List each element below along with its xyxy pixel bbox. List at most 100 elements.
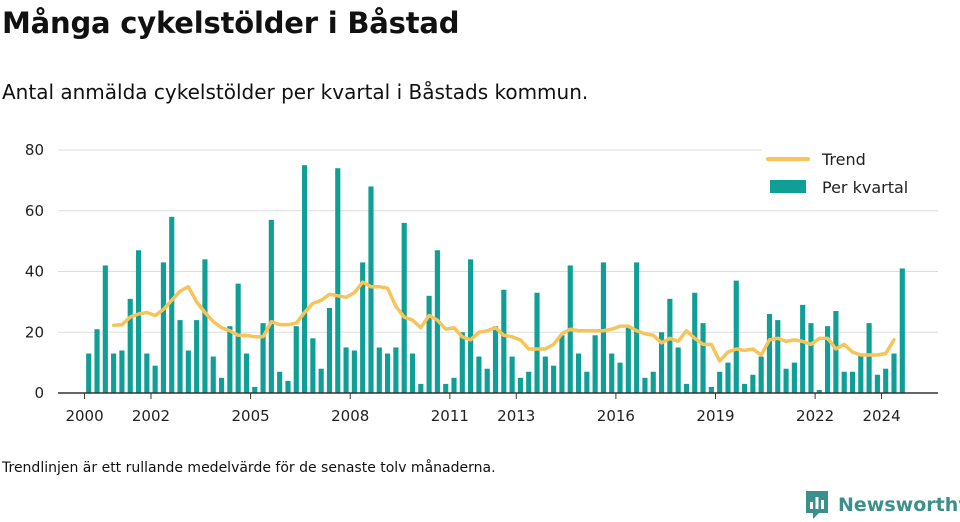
- x-tick-label-2022: 2022: [796, 407, 834, 425]
- bar-2014-Q4: [575, 353, 582, 393]
- bar-2001-Q3: [135, 250, 142, 393]
- x-tick-label-2002: 2002: [132, 407, 170, 425]
- brand-name: Newsworthy: [838, 494, 960, 516]
- bar-2003-Q1: [185, 350, 191, 393]
- bar-2006-Q2: [293, 326, 299, 393]
- bar-2024-Q2: [891, 353, 897, 393]
- bar-chart-speech-icon: [806, 491, 828, 519]
- bar-2020-Q1: [750, 374, 756, 393]
- bar-2001-Q4: [144, 353, 150, 393]
- bar-2018-Q1: [683, 383, 690, 393]
- bar-2013-Q2: [526, 371, 532, 393]
- bar-2004-Q1: [218, 377, 225, 393]
- legend-bar-label: Per kvartal: [822, 178, 908, 197]
- bar-2016-Q1: [617, 362, 623, 394]
- legend-background: [762, 146, 938, 206]
- bar-2001-Q2: [127, 298, 133, 393]
- bar-2006-Q4: [310, 338, 316, 393]
- y-tick-label-0: 0: [34, 384, 44, 402]
- bar-2019-Q3: [733, 280, 739, 393]
- bar-2017-Q3: [667, 298, 673, 393]
- x-tick-label-2013: 2013: [497, 407, 535, 425]
- bar-2012-Q1: [484, 368, 490, 393]
- footnote: Trendlinjen är ett rullande medelvärde f…: [2, 460, 496, 476]
- bar-2011-Q2: [459, 332, 465, 393]
- bar-2006-Q1: [285, 380, 291, 393]
- newsworthy-logo[interactable]: Newsworthy: [804, 488, 960, 522]
- bar-2014-Q2: [559, 335, 565, 393]
- x-tick-label-2008: 2008: [331, 407, 369, 425]
- bar-2009-Q4: [409, 353, 416, 393]
- bar-2016-Q4: [642, 377, 648, 393]
- bar-2000-Q1: [86, 353, 92, 393]
- y-tick-label-60: 60: [25, 202, 44, 220]
- bar-2016-Q3: [634, 262, 640, 393]
- bar-2004-Q4: [243, 353, 250, 393]
- x-tick-label-2016: 2016: [597, 407, 635, 425]
- bar-2005-Q4: [277, 371, 283, 393]
- bar-2017-Q2: [658, 332, 665, 393]
- bar-2002-Q2: [160, 262, 167, 393]
- bar-2008-Q3: [368, 186, 374, 393]
- trend-layer: [111, 280, 896, 363]
- bar-2000-Q2: [94, 329, 100, 393]
- bar-2018-Q4: [708, 386, 714, 393]
- bar-2015-Q2: [592, 335, 598, 393]
- y-tick-label-20: 20: [25, 323, 44, 341]
- x-tick-label-2000: 2000: [65, 407, 103, 425]
- bar-2004-Q3: [235, 283, 241, 393]
- bar-2024-Q3: [899, 268, 905, 393]
- bar-2004-Q2: [227, 326, 233, 393]
- bar-2008-Q4: [376, 347, 382, 393]
- bar-2002-Q3: [169, 216, 175, 393]
- chart-title: Många cykelstölder i Båstad: [2, 6, 460, 40]
- bars-layer: [86, 165, 905, 394]
- bar-2019-Q1: [717, 371, 723, 393]
- y-tick-label-40: 40: [25, 263, 44, 281]
- bar-2013-Q1: [517, 377, 523, 393]
- bar-2016-Q2: [625, 326, 631, 393]
- y-tick-label-80: 80: [25, 141, 44, 159]
- bar-2003-Q3: [202, 259, 208, 393]
- bar-2011-Q1: [451, 377, 457, 393]
- bar-2009-Q1: [385, 353, 391, 393]
- bar-2009-Q3: [401, 222, 407, 393]
- bar-2010-Q2: [426, 295, 432, 393]
- bar-2007-Q1: [318, 368, 324, 393]
- bar-2008-Q2: [360, 262, 366, 393]
- bar-2017-Q4: [675, 347, 681, 393]
- x-tick-label-2024: 2024: [862, 407, 900, 425]
- axis-layer: 0 20 40 60 80 2000 2002 2005 2008 2011 2013 2016 201…: [25, 141, 938, 425]
- bar-2015-Q4: [609, 353, 615, 393]
- bar-2010-Q1: [418, 383, 424, 393]
- legend: Trend Per kvartal: [762, 146, 938, 206]
- bar-2020-Q4: [775, 320, 781, 393]
- x-tick-label-2019: 2019: [696, 407, 734, 425]
- bar-2017-Q1: [650, 371, 656, 393]
- bar-2005-Q2: [260, 323, 266, 393]
- bar-2020-Q3: [766, 314, 773, 393]
- bar-2006-Q3: [301, 165, 308, 393]
- bar-2015-Q3: [600, 262, 607, 393]
- bar-2024-Q1: [883, 368, 889, 393]
- bar-2007-Q3: [335, 168, 341, 393]
- chart-subtitle: Antal anmälda cykelstölder per kvartal i…: [2, 80, 589, 104]
- bar-2012-Q4: [509, 356, 515, 393]
- legend-bar-swatch: [770, 180, 806, 193]
- bar-2011-Q4: [476, 356, 482, 393]
- bar-2001-Q1: [119, 350, 125, 393]
- bar-2021-Q3: [800, 304, 806, 393]
- bar-2003-Q4: [210, 356, 216, 393]
- bar-2021-Q2: [791, 362, 797, 394]
- legend-trend-label: Trend: [821, 150, 866, 169]
- bar-2023-Q2: [858, 353, 864, 393]
- bar-chart: 0 20 40 60 80 2000 2002 2005 2008 2011 2013 2016 201…: [25, 141, 938, 425]
- bar-2018-Q2: [692, 292, 698, 393]
- bar-2015-Q1: [584, 371, 590, 393]
- bar-2022-Q1: [816, 389, 822, 393]
- x-tick-label-2005: 2005: [232, 407, 270, 425]
- bar-2005-Q3: [268, 219, 274, 393]
- bar-2005-Q1: [252, 386, 258, 393]
- bar-2021-Q1: [783, 368, 789, 393]
- bar-2008-Q1: [351, 350, 357, 393]
